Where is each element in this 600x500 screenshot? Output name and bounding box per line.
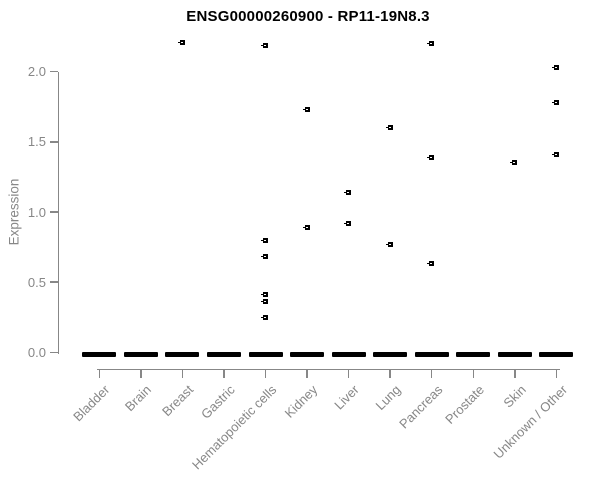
y-tick-mark xyxy=(49,211,58,213)
data-point xyxy=(510,160,518,166)
x-tick-mark xyxy=(181,370,184,378)
data-point xyxy=(261,292,268,298)
x-tick-mark xyxy=(98,370,101,378)
data-point xyxy=(344,189,352,195)
x-tick-mark xyxy=(472,370,474,378)
x-tick-mark xyxy=(223,370,225,378)
data-point xyxy=(261,299,268,305)
data-point xyxy=(177,39,185,45)
x-tick-mark xyxy=(389,370,391,378)
x-tick-label-text: Liver xyxy=(331,382,363,413)
y-tick-label: 1.5 xyxy=(27,134,46,150)
data-point xyxy=(551,64,559,70)
x-tick-label-text: Bladder xyxy=(70,382,113,425)
x-tick-mark xyxy=(514,370,516,378)
y-tick-mark xyxy=(49,141,58,143)
data-point xyxy=(261,42,268,48)
data-point xyxy=(344,220,352,226)
x-tick-mark xyxy=(140,370,142,378)
x-tick-mark xyxy=(306,370,308,378)
data-point xyxy=(261,314,268,320)
data-point xyxy=(551,100,559,106)
y-tick-mark xyxy=(49,70,58,73)
x-tick-mark xyxy=(555,370,558,378)
zero-expression-cluster xyxy=(331,351,366,357)
zero-expression-cluster xyxy=(206,351,241,357)
x-tick-mark xyxy=(347,370,350,378)
x-tick-label-text: Brain xyxy=(122,382,155,415)
x-tick-label-text: Gastric xyxy=(197,382,238,422)
x-tick-label-text: Skin xyxy=(499,382,529,411)
x-tick-label-text: Pancreas xyxy=(395,382,446,432)
y-tick-label: 2.0 xyxy=(27,64,46,80)
y-tick-label: 0.5 xyxy=(27,274,46,290)
zero-expression-cluster xyxy=(414,351,449,357)
y-tick-label: 0.0 xyxy=(27,344,46,360)
x-axis-line xyxy=(97,368,560,370)
x-tick-label-text: Lung xyxy=(372,382,404,414)
zero-expression-cluster xyxy=(539,351,574,357)
data-point xyxy=(427,261,435,267)
y-axis-line xyxy=(57,71,59,354)
data-point xyxy=(427,41,435,47)
data-point xyxy=(302,224,310,230)
data-point xyxy=(551,151,559,157)
y-tick-label: 1.0 xyxy=(27,204,46,220)
data-point xyxy=(302,107,310,113)
data-point xyxy=(385,125,393,131)
y-tick-mark xyxy=(49,281,58,283)
zero-expression-cluster xyxy=(123,351,158,357)
x-tick-label-text: Prostate xyxy=(442,382,487,427)
y-tick-mark xyxy=(49,351,58,354)
zero-expression-cluster xyxy=(248,351,283,357)
data-point xyxy=(261,254,268,260)
chart-title: ENSG00000260900 - RP11-19N8.3 xyxy=(186,8,430,25)
x-tick-mark xyxy=(264,370,267,378)
zero-expression-cluster xyxy=(497,351,532,357)
data-point xyxy=(385,241,393,247)
x-tick-label-text: Kidney xyxy=(281,382,321,421)
zero-expression-cluster xyxy=(82,351,117,357)
x-tick-label-text: Unknown / Other xyxy=(490,382,570,462)
zero-expression-cluster xyxy=(373,351,408,357)
zero-expression-cluster xyxy=(290,351,325,357)
zero-expression-cluster xyxy=(456,351,491,357)
data-point xyxy=(427,154,435,160)
x-tick-label-text: Breast xyxy=(158,382,196,420)
zero-expression-cluster xyxy=(165,351,200,357)
data-point xyxy=(261,237,268,243)
x-tick-mark xyxy=(430,370,433,378)
